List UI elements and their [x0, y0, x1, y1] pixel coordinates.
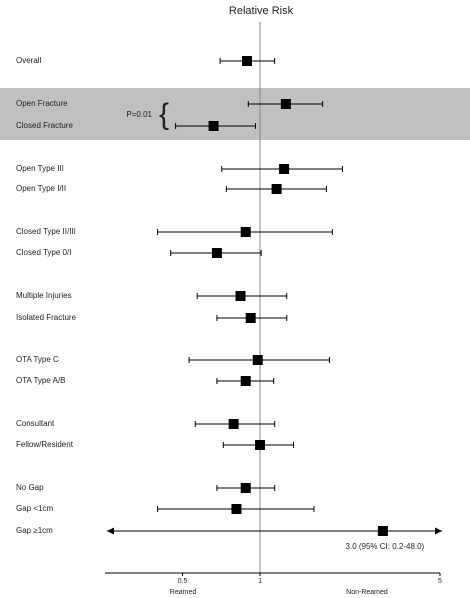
point-estimate — [228, 419, 239, 429]
row-label: Gap ≥1cm — [16, 526, 53, 535]
right-label: Non-Reamed — [346, 589, 388, 596]
point-estimate — [208, 121, 219, 131]
row-label: Consultant — [16, 419, 55, 428]
ci-note: 3.0 (95% CI: 0.2-48.0) — [346, 542, 425, 551]
row-label: No Gap — [16, 483, 44, 492]
row-label: Fellow/Resident — [16, 440, 74, 449]
p-value: P=0.01 — [126, 110, 152, 119]
row-label: Open Type III — [16, 164, 64, 173]
x-tick-label: 1 — [258, 578, 262, 585]
row-label: Open Fracture — [16, 99, 68, 108]
row-label: Overall — [16, 56, 42, 65]
ci-arrow — [107, 527, 114, 535]
brace: { — [159, 98, 169, 131]
row-label: Closed Fracture — [16, 121, 73, 130]
point-estimate — [240, 227, 251, 237]
row-label: Isolated Fracture — [16, 313, 77, 322]
point-estimate — [377, 526, 388, 536]
point-estimate — [241, 56, 252, 66]
row-label: Open Type I/II — [16, 184, 66, 193]
point-estimate — [255, 440, 266, 450]
row-label: Gap <1cm — [16, 504, 53, 513]
point-estimate — [240, 483, 251, 493]
point-estimate — [245, 313, 256, 323]
x-tick-label: 0.5 — [178, 578, 188, 585]
point-estimate — [271, 184, 282, 194]
x-tick-label: 5 — [438, 578, 442, 585]
row-label: OTA Type A/B — [16, 376, 66, 385]
point-estimate — [211, 248, 222, 258]
point-estimate — [252, 355, 263, 365]
point-estimate — [235, 291, 246, 301]
point-estimate — [279, 164, 290, 174]
row-label: Closed Type II/III — [16, 227, 76, 236]
point-estimate — [231, 504, 242, 514]
highlight-band — [0, 88, 470, 140]
chart-title: Relative Risk — [229, 5, 294, 17]
row-label: Closed Type 0/I — [16, 248, 71, 257]
ci-arrow — [435, 527, 442, 535]
row-label: OTA Type C — [16, 355, 59, 364]
point-estimate — [280, 99, 291, 109]
point-estimate — [240, 376, 251, 386]
row-label: Multiple Injuries — [16, 291, 72, 300]
left-label: Reamed — [170, 589, 197, 596]
